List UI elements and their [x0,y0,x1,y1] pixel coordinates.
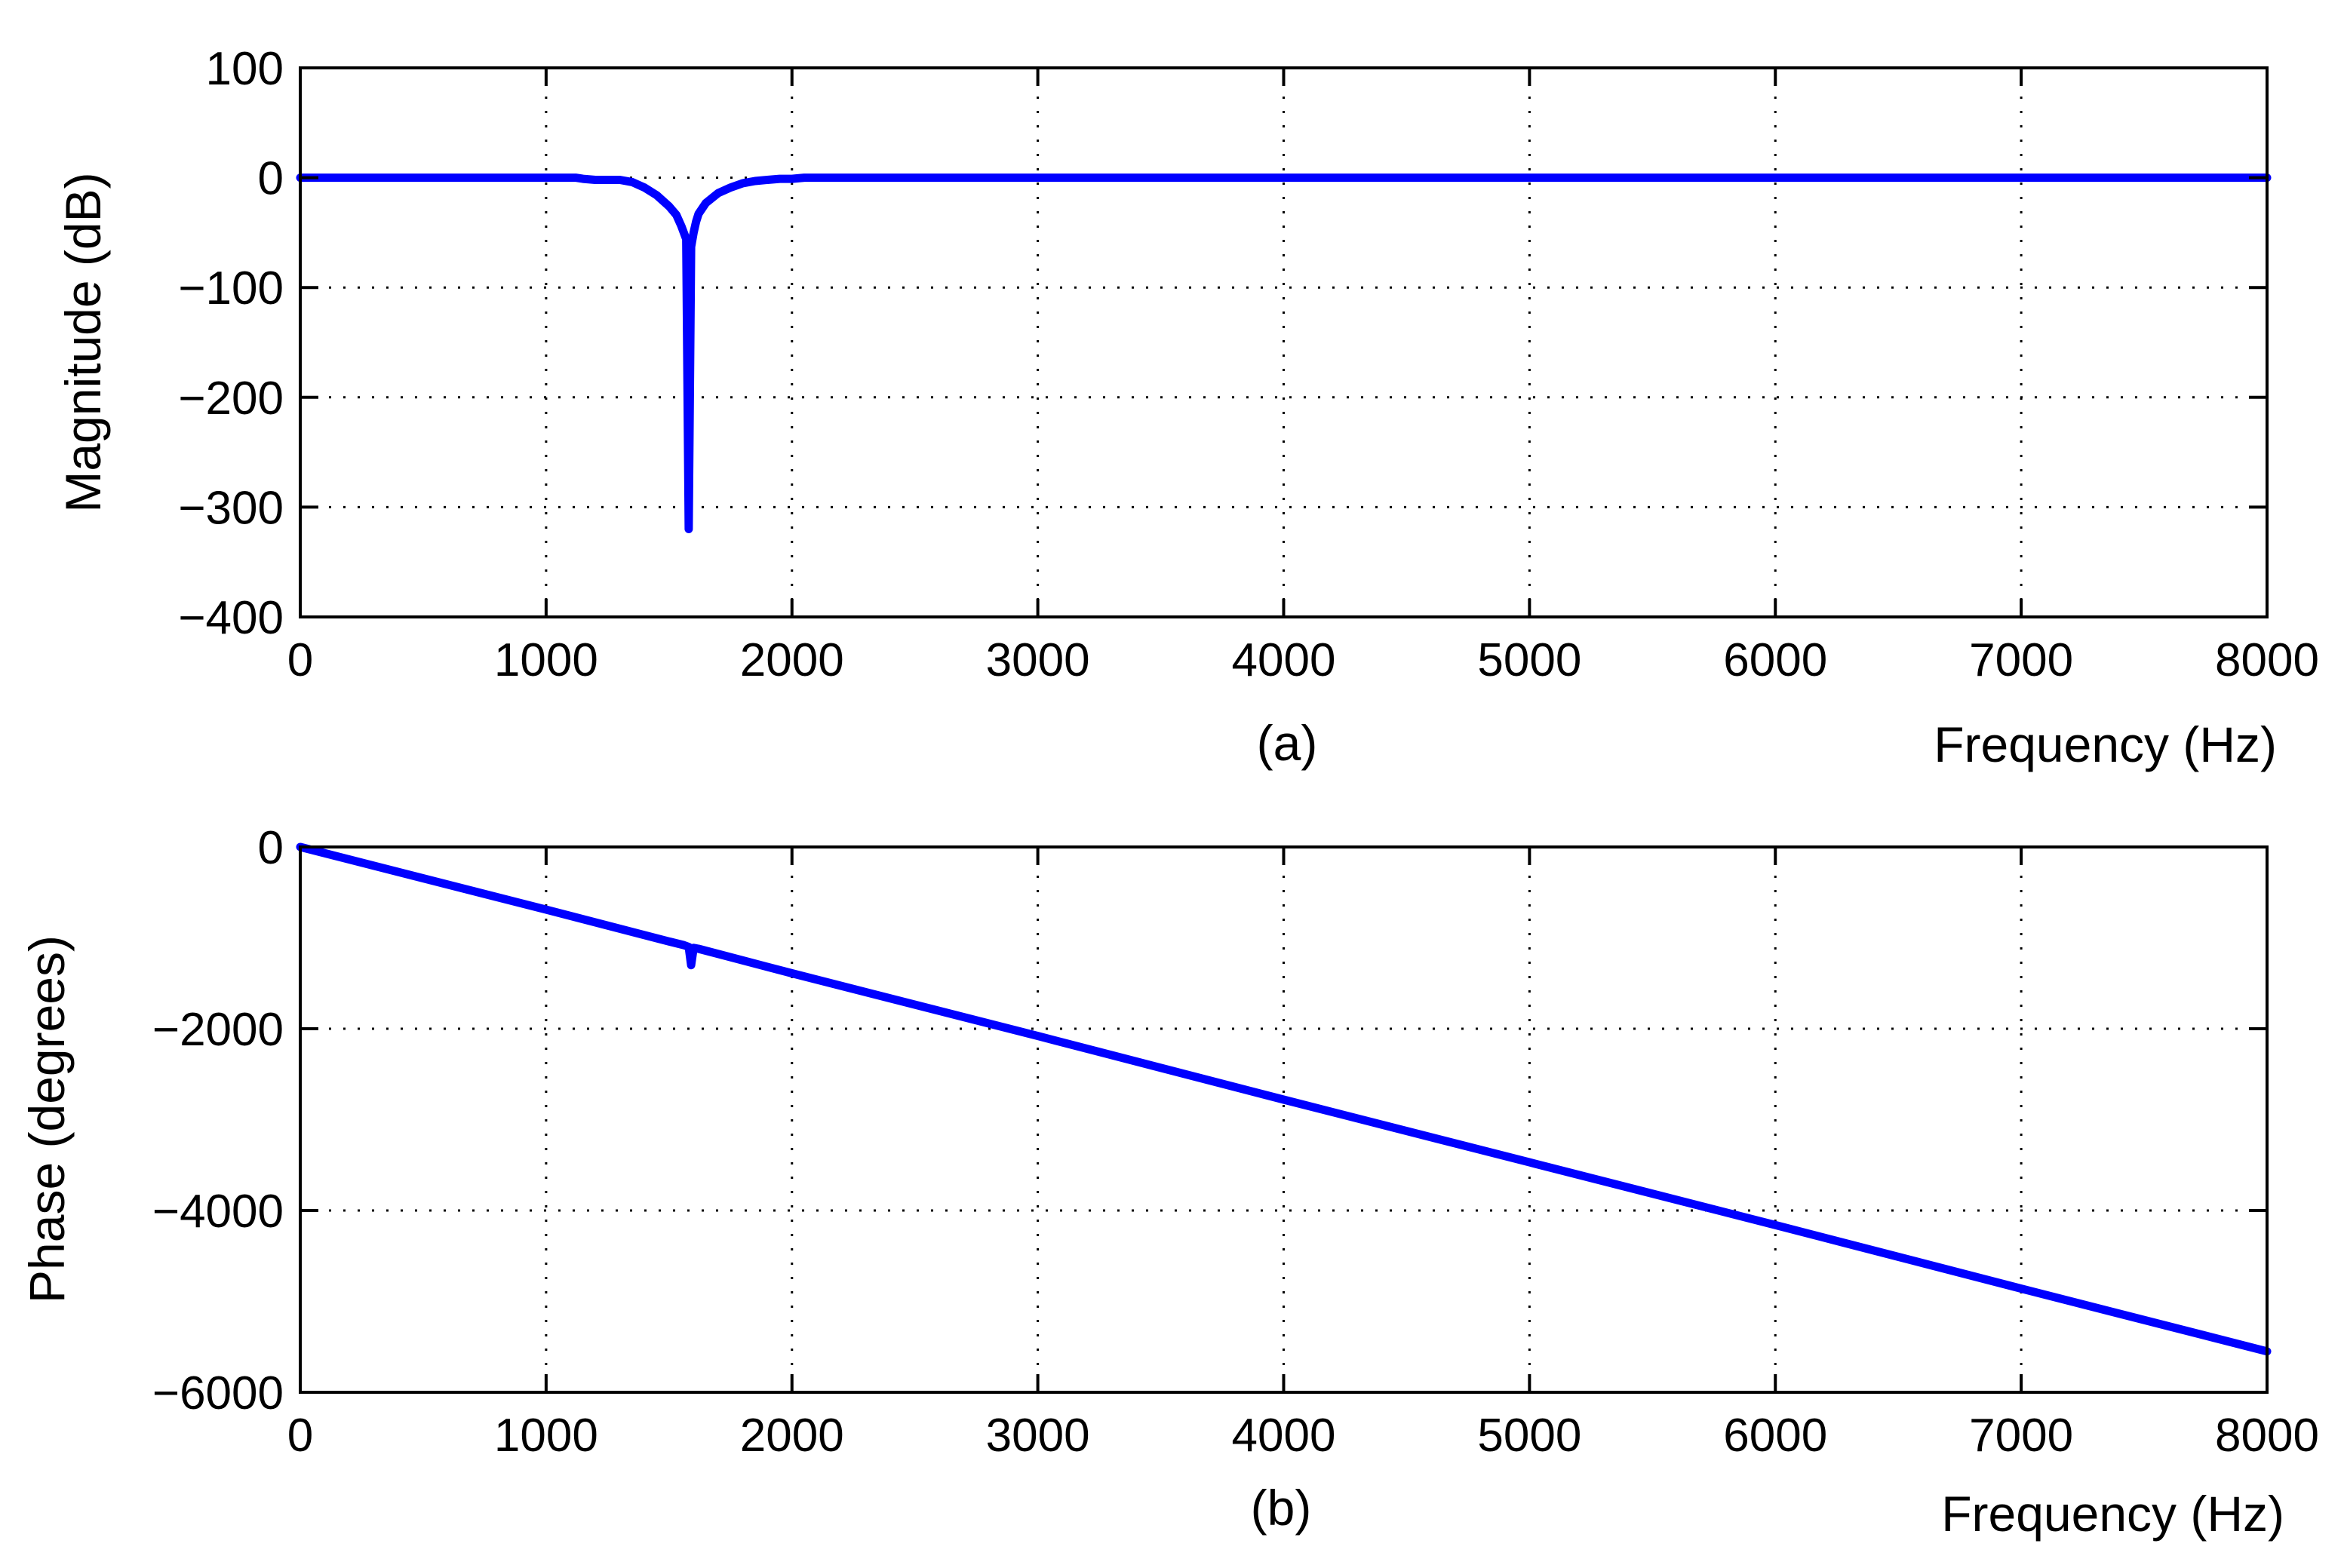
x-tick-label: 0 [287,1410,313,1462]
x-tick-label: 0 [287,634,313,686]
x-tick-label: 8000 [2215,634,2319,686]
x-tick-label: 6000 [1723,1410,1827,1462]
panel-label: (a) [1257,715,1318,771]
x-tick-label: 2000 [740,634,844,686]
y-tick-label: −4000 [152,1186,284,1238]
x-tick-label: 5000 [1477,1410,1581,1462]
x-tick-label: 3000 [986,1410,1090,1462]
x-tick-label: 4000 [1232,634,1336,686]
x-axis-label: Frequency (Hz) [1941,1486,2284,1542]
x-tick-label: 3000 [986,634,1090,686]
y-tick-label: −200 [178,373,284,425]
magnitude-panel: 0 1000 2000 3000 4000 5000 6000 7000 80001000−10… [55,43,2319,772]
panel-label: (b) [1251,1480,1312,1536]
x-tick-label: 7000 [1969,1410,2073,1462]
y-axis-label: Magnitude (dB) [55,172,111,512]
series-line [296,173,2272,533]
x-tick-label: 6000 [1723,634,1827,686]
x-axis-label: Frequency (Hz) [1934,716,2277,772]
y-axis-label: Phase (degrees) [19,935,75,1303]
y-tick-label: −400 [178,592,284,644]
x-tick-label: 4000 [1232,1410,1336,1462]
y-tick-label: −300 [178,482,284,534]
y-tick-label: −6000 [152,1367,284,1419]
y-tick-label: 0 [258,822,284,874]
y-tick-label: −100 [178,262,284,315]
y-tick-label: 100 [206,43,284,95]
x-tick-label: 5000 [1477,634,1581,686]
series-line [296,842,2272,1356]
y-tick-label: 0 [258,153,284,205]
x-tick-label: 1000 [494,634,598,686]
x-tick-label: 7000 [1969,634,2073,686]
phase-panel: 0 1000 2000 3000 4000 5000 6000 7000 8000 0 −2000 −… [19,822,2319,1542]
x-tick-label: 1000 [494,1410,598,1462]
y-tick-label: −2000 [152,1004,284,1056]
x-tick-label: 8000 [2215,1410,2319,1462]
x-tick-label: 2000 [740,1410,844,1462]
